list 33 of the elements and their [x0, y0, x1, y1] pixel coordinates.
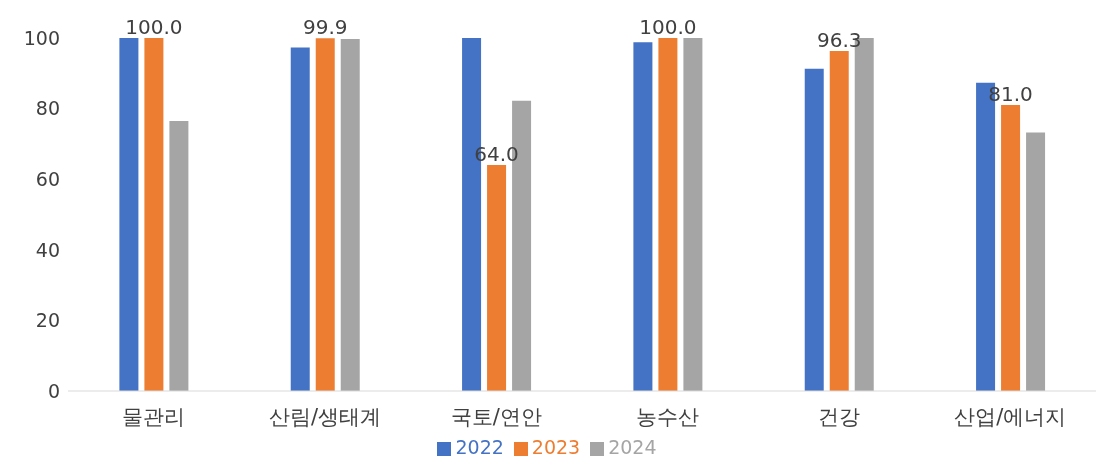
bar	[119, 38, 139, 391]
bar	[340, 39, 360, 391]
bar	[829, 51, 849, 391]
x-tick-label: 농수산	[636, 404, 700, 429]
y-tick-label: 60	[35, 167, 60, 190]
bar	[169, 120, 189, 391]
bar	[290, 47, 310, 391]
data-label: 100.0	[125, 15, 183, 39]
bar	[683, 38, 703, 391]
bar	[633, 42, 653, 391]
y-tick-label: 20	[35, 309, 60, 332]
legend-label: 2024	[608, 436, 657, 458]
bar	[658, 38, 678, 391]
y-tick-label: 0	[47, 379, 60, 402]
bar	[144, 38, 164, 391]
bar	[487, 165, 507, 391]
bar	[1026, 132, 1046, 391]
y-tick-label: 100	[23, 26, 60, 49]
x-tick-label: 산림/생태계	[268, 404, 382, 429]
data-label: 96.3	[816, 28, 862, 53]
x-tick-label: 국토/연안	[450, 404, 542, 429]
x-tick-label: 건강	[818, 404, 860, 429]
x-tick-label: 산업/에너지	[954, 404, 1067, 429]
data-label: 99.9	[302, 15, 348, 40]
legend-label: 2022	[455, 436, 504, 458]
bar	[315, 38, 335, 391]
bar	[804, 68, 824, 391]
bar	[1001, 105, 1021, 391]
x-tick-label: 물관리	[122, 404, 186, 429]
legend-label: 2023	[531, 436, 581, 458]
y-tick-label: 80	[35, 97, 60, 120]
data-label: 100.0	[639, 15, 697, 39]
y-tick-label: 40	[35, 238, 60, 261]
